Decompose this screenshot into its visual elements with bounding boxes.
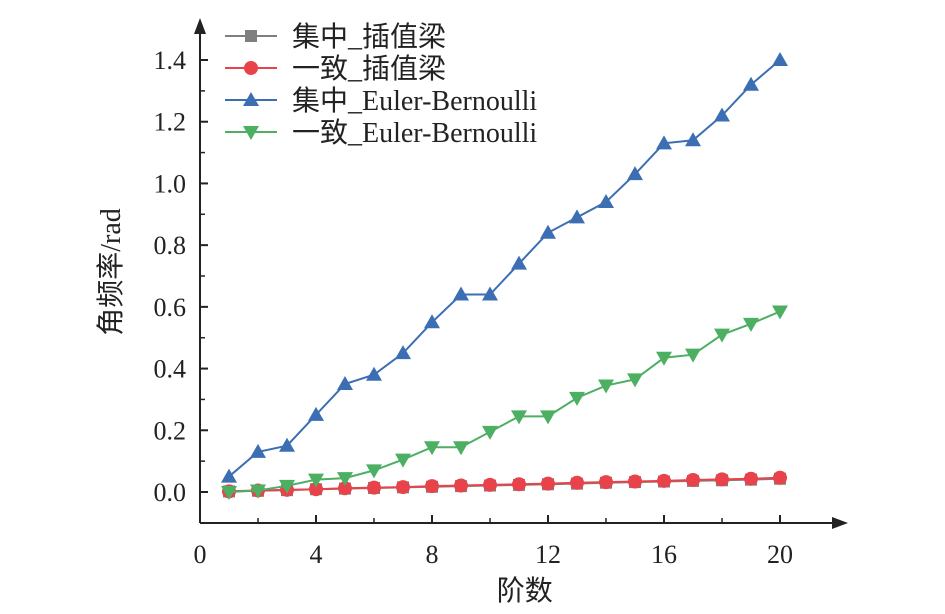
legend: 集中_插值梁一致_插值梁集中_Euler-Bernoulli一致_Euler-B…: [225, 21, 537, 149]
data-point: [250, 484, 266, 499]
x-tick-label: 12: [535, 540, 561, 569]
data-point: [656, 351, 672, 366]
data-point: [511, 410, 527, 425]
y-tick-label: 1.2: [154, 108, 187, 137]
legend-marker-icon: [243, 92, 259, 106]
legend-marker-icon: [244, 61, 258, 75]
y-axis-arrow-icon: [194, 18, 206, 34]
legend-item: 集中_Euler-Bernoulli: [225, 85, 537, 117]
data-point: [599, 475, 613, 490]
data-point: [454, 478, 468, 493]
data-point: [570, 475, 584, 490]
data-point: [424, 441, 440, 456]
legend-item: 一致_插值梁: [225, 53, 446, 85]
x-tick-label: 20: [767, 540, 793, 569]
y-tick-label: 0.4: [154, 355, 187, 384]
series-2: [221, 52, 788, 483]
legend-label: 一致_Euler-Bernoulli: [292, 117, 537, 149]
data-point: [540, 410, 556, 425]
series-1: [222, 470, 787, 499]
data-point: [366, 366, 382, 381]
series-layer: [221, 52, 788, 500]
data-point: [337, 376, 353, 391]
y-tick-label: 0.2: [154, 416, 187, 445]
data-point: [598, 379, 614, 394]
data-point: [425, 479, 439, 494]
x-tick-label: 8: [426, 540, 439, 569]
data-point: [685, 132, 701, 147]
data-point: [367, 480, 381, 495]
data-point: [569, 391, 585, 406]
legend-item: 一致_Euler-Bernoulli: [225, 117, 537, 149]
data-point: [511, 255, 527, 270]
axes: 0 4 8 12 16 20 0.0 0.2 0.4 0.6 0.8 1.0 1.2 1.4 阶数 角频率/r…: [95, 18, 848, 607]
y-tick-label: 1.0: [154, 169, 187, 198]
data-point: [221, 486, 237, 500]
x-tick-label: 4: [310, 540, 323, 569]
data-point: [773, 470, 787, 485]
data-point: [338, 481, 352, 496]
x-axis-arrow-icon: [832, 517, 848, 529]
y-tick-label: 0.6: [154, 293, 187, 322]
x-axis-title: 阶数: [497, 575, 553, 607]
data-point: [772, 52, 788, 67]
y-tick-label: 0.8: [154, 231, 187, 260]
data-point: [482, 286, 498, 301]
data-point: [395, 453, 411, 468]
data-point: [598, 193, 614, 208]
y-tick-label: 0.0: [154, 478, 187, 507]
data-point: [656, 135, 672, 150]
data-point: [627, 166, 643, 181]
data-point: [685, 348, 701, 363]
data-point: [221, 468, 237, 483]
data-point: [453, 441, 469, 456]
data-point: [628, 474, 642, 489]
data-point: [657, 473, 671, 488]
y-tick-label: 1.4: [154, 46, 187, 75]
data-point: [308, 473, 324, 488]
data-point: [396, 480, 410, 495]
data-point: [569, 209, 585, 224]
legend-label: 集中_插值梁: [292, 21, 446, 53]
legend-label: 集中_Euler-Bernoulli: [292, 85, 537, 117]
data-point: [772, 305, 788, 320]
data-point: [279, 437, 295, 452]
legend-marker-icon: [245, 30, 257, 42]
data-point: [424, 314, 440, 329]
data-point: [482, 425, 498, 440]
series-line: [228, 310, 781, 493]
x-tick-label: 16: [651, 540, 677, 569]
data-point: [743, 76, 759, 91]
legend-marker-icon: [243, 126, 259, 140]
data-point: [309, 482, 323, 497]
legend-label: 一致_插值梁: [292, 53, 446, 85]
data-point: [279, 479, 295, 494]
data-point: [483, 477, 497, 492]
data-point: [743, 317, 759, 332]
data-point: [541, 476, 555, 491]
series-3: [221, 305, 788, 500]
data-point: [512, 477, 526, 492]
data-point: [540, 224, 556, 239]
data-point: [627, 373, 643, 388]
data-point: [744, 471, 758, 486]
data-point: [395, 345, 411, 360]
data-point: [308, 406, 324, 421]
x-tick-label: 0: [194, 540, 207, 569]
data-point: [715, 472, 729, 487]
data-point: [453, 286, 469, 301]
data-point: [250, 443, 266, 458]
data-point: [686, 472, 700, 487]
y-axis-title: 角频率/rad: [95, 208, 127, 336]
data-point: [337, 472, 353, 487]
legend-item: 集中_插值梁: [225, 21, 446, 53]
data-point: [714, 328, 730, 343]
data-point: [366, 464, 382, 479]
data-point: [714, 107, 730, 122]
